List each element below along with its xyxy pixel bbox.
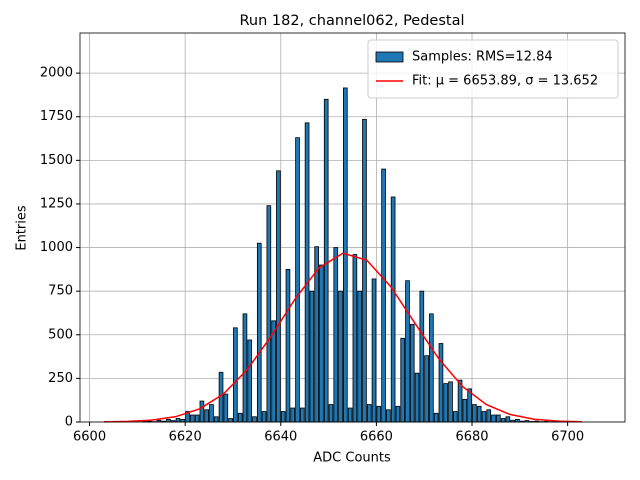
- bar: [276, 170, 281, 423]
- bar: [419, 290, 425, 423]
- bar: [409, 323, 415, 423]
- bar: [405, 280, 410, 423]
- bar: [280, 411, 286, 423]
- x-tick-label: 6640: [264, 430, 297, 445]
- bar: [495, 414, 501, 423]
- bar: [285, 268, 291, 423]
- bar: [347, 407, 353, 423]
- bar: [333, 247, 339, 423]
- bar: [223, 393, 229, 423]
- bar: [395, 405, 401, 423]
- bar: [443, 383, 449, 423]
- bar: [400, 337, 406, 423]
- bar: [204, 409, 210, 423]
- bar: [328, 404, 334, 423]
- bar: [295, 137, 300, 423]
- bar: [491, 414, 496, 423]
- bar: [452, 411, 458, 423]
- bar: [362, 118, 367, 423]
- bar: [338, 290, 343, 423]
- chart-title: Run 182, channel062, Pedestal: [239, 13, 464, 29]
- bar: [190, 414, 195, 423]
- y-tick-label: 1750: [40, 109, 73, 124]
- bar: [256, 242, 262, 423]
- legend: Samples: RMS=12.84 Fit: μ = 6653.89, σ = …: [367, 39, 619, 99]
- x-tick-label: 6680: [455, 430, 488, 445]
- bar: [319, 264, 324, 423]
- bar: [271, 320, 276, 423]
- bar: [505, 416, 511, 423]
- fit-line: [103, 252, 582, 423]
- y-tick-label: 500: [48, 327, 73, 342]
- bar: [233, 327, 238, 423]
- bar: [457, 379, 463, 423]
- y-tick-label: 2000: [40, 66, 73, 81]
- bar: [386, 409, 391, 423]
- bar: [481, 411, 487, 423]
- bar: [252, 416, 257, 423]
- bar: [266, 205, 272, 423]
- bar: [357, 290, 362, 423]
- bar: [242, 313, 248, 423]
- x-tick-label: 6700: [551, 430, 584, 445]
- legend-box: [367, 39, 619, 99]
- bar: [323, 98, 329, 423]
- x-axis-label: ADC Counts: [313, 451, 391, 466]
- bar: [304, 122, 310, 423]
- bar: [194, 414, 200, 423]
- bar: [228, 418, 233, 423]
- y-tick-label: 0: [65, 415, 73, 430]
- plot-frame: [79, 32, 626, 423]
- legend-swatch: [375, 51, 404, 63]
- bar: [424, 355, 429, 423]
- y-tick-label: 1000: [40, 240, 73, 255]
- bar: [175, 418, 181, 423]
- bar: [199, 400, 205, 423]
- bar: [500, 418, 506, 423]
- bar: [213, 416, 219, 423]
- bar: [309, 290, 315, 423]
- bar: [462, 398, 468, 423]
- bar: [247, 339, 253, 423]
- x-tick-label: 6600: [73, 430, 106, 445]
- y-tick-label: 250: [48, 371, 73, 386]
- x-tick-label: 6660: [360, 430, 393, 445]
- bar: [414, 372, 420, 423]
- bar: [390, 196, 396, 423]
- y-tick-label: 750: [48, 284, 73, 299]
- y-tick-label: 1500: [40, 153, 73, 168]
- y-axis-label: Entries: [15, 205, 30, 251]
- bar: [429, 313, 434, 423]
- bar: [381, 168, 386, 423]
- bar: [371, 278, 377, 423]
- bar: [290, 407, 296, 423]
- x-tick-label: 6620: [169, 430, 202, 445]
- bar: [467, 388, 472, 423]
- bar: [352, 254, 358, 423]
- bar: [448, 381, 453, 423]
- legend-label: Samples: RMS=12.84: [412, 50, 553, 65]
- y-tick-label: 1250: [40, 196, 73, 211]
- bar: [438, 343, 444, 423]
- bar: [486, 409, 492, 423]
- bar: [261, 411, 267, 423]
- bar: [476, 405, 482, 423]
- bar: [366, 404, 372, 423]
- bar: [299, 407, 305, 423]
- bar: [237, 412, 243, 423]
- legend-label: Fit: μ = 6653.89, σ = 13.652: [412, 74, 598, 89]
- bar: [376, 405, 382, 423]
- bar: [433, 412, 439, 423]
- bar: [209, 404, 214, 423]
- bar: [472, 404, 477, 423]
